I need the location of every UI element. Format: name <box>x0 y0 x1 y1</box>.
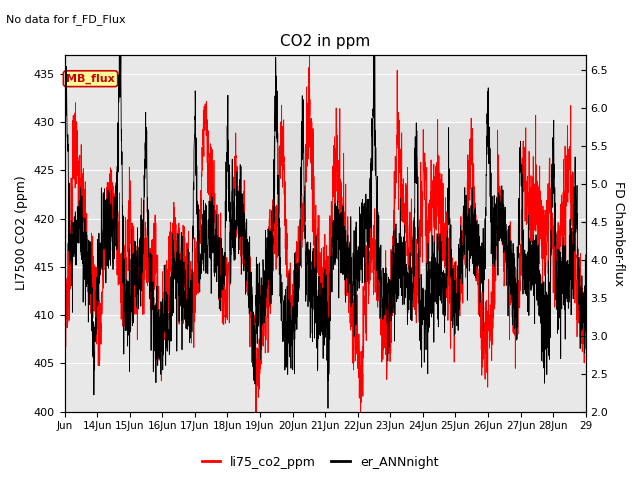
Y-axis label: FD Chamber-flux: FD Chamber-flux <box>612 180 625 286</box>
Text: MB_flux: MB_flux <box>66 73 115 84</box>
Bar <box>65 122 586 315</box>
Title: CO2 in ppm: CO2 in ppm <box>280 34 371 49</box>
Legend: li75_co2_ppm, er_ANNnight: li75_co2_ppm, er_ANNnight <box>196 451 444 474</box>
Text: No data for f_FD_Flux: No data for f_FD_Flux <box>6 14 126 25</box>
Y-axis label: LI7500 CO2 (ppm): LI7500 CO2 (ppm) <box>15 176 28 290</box>
